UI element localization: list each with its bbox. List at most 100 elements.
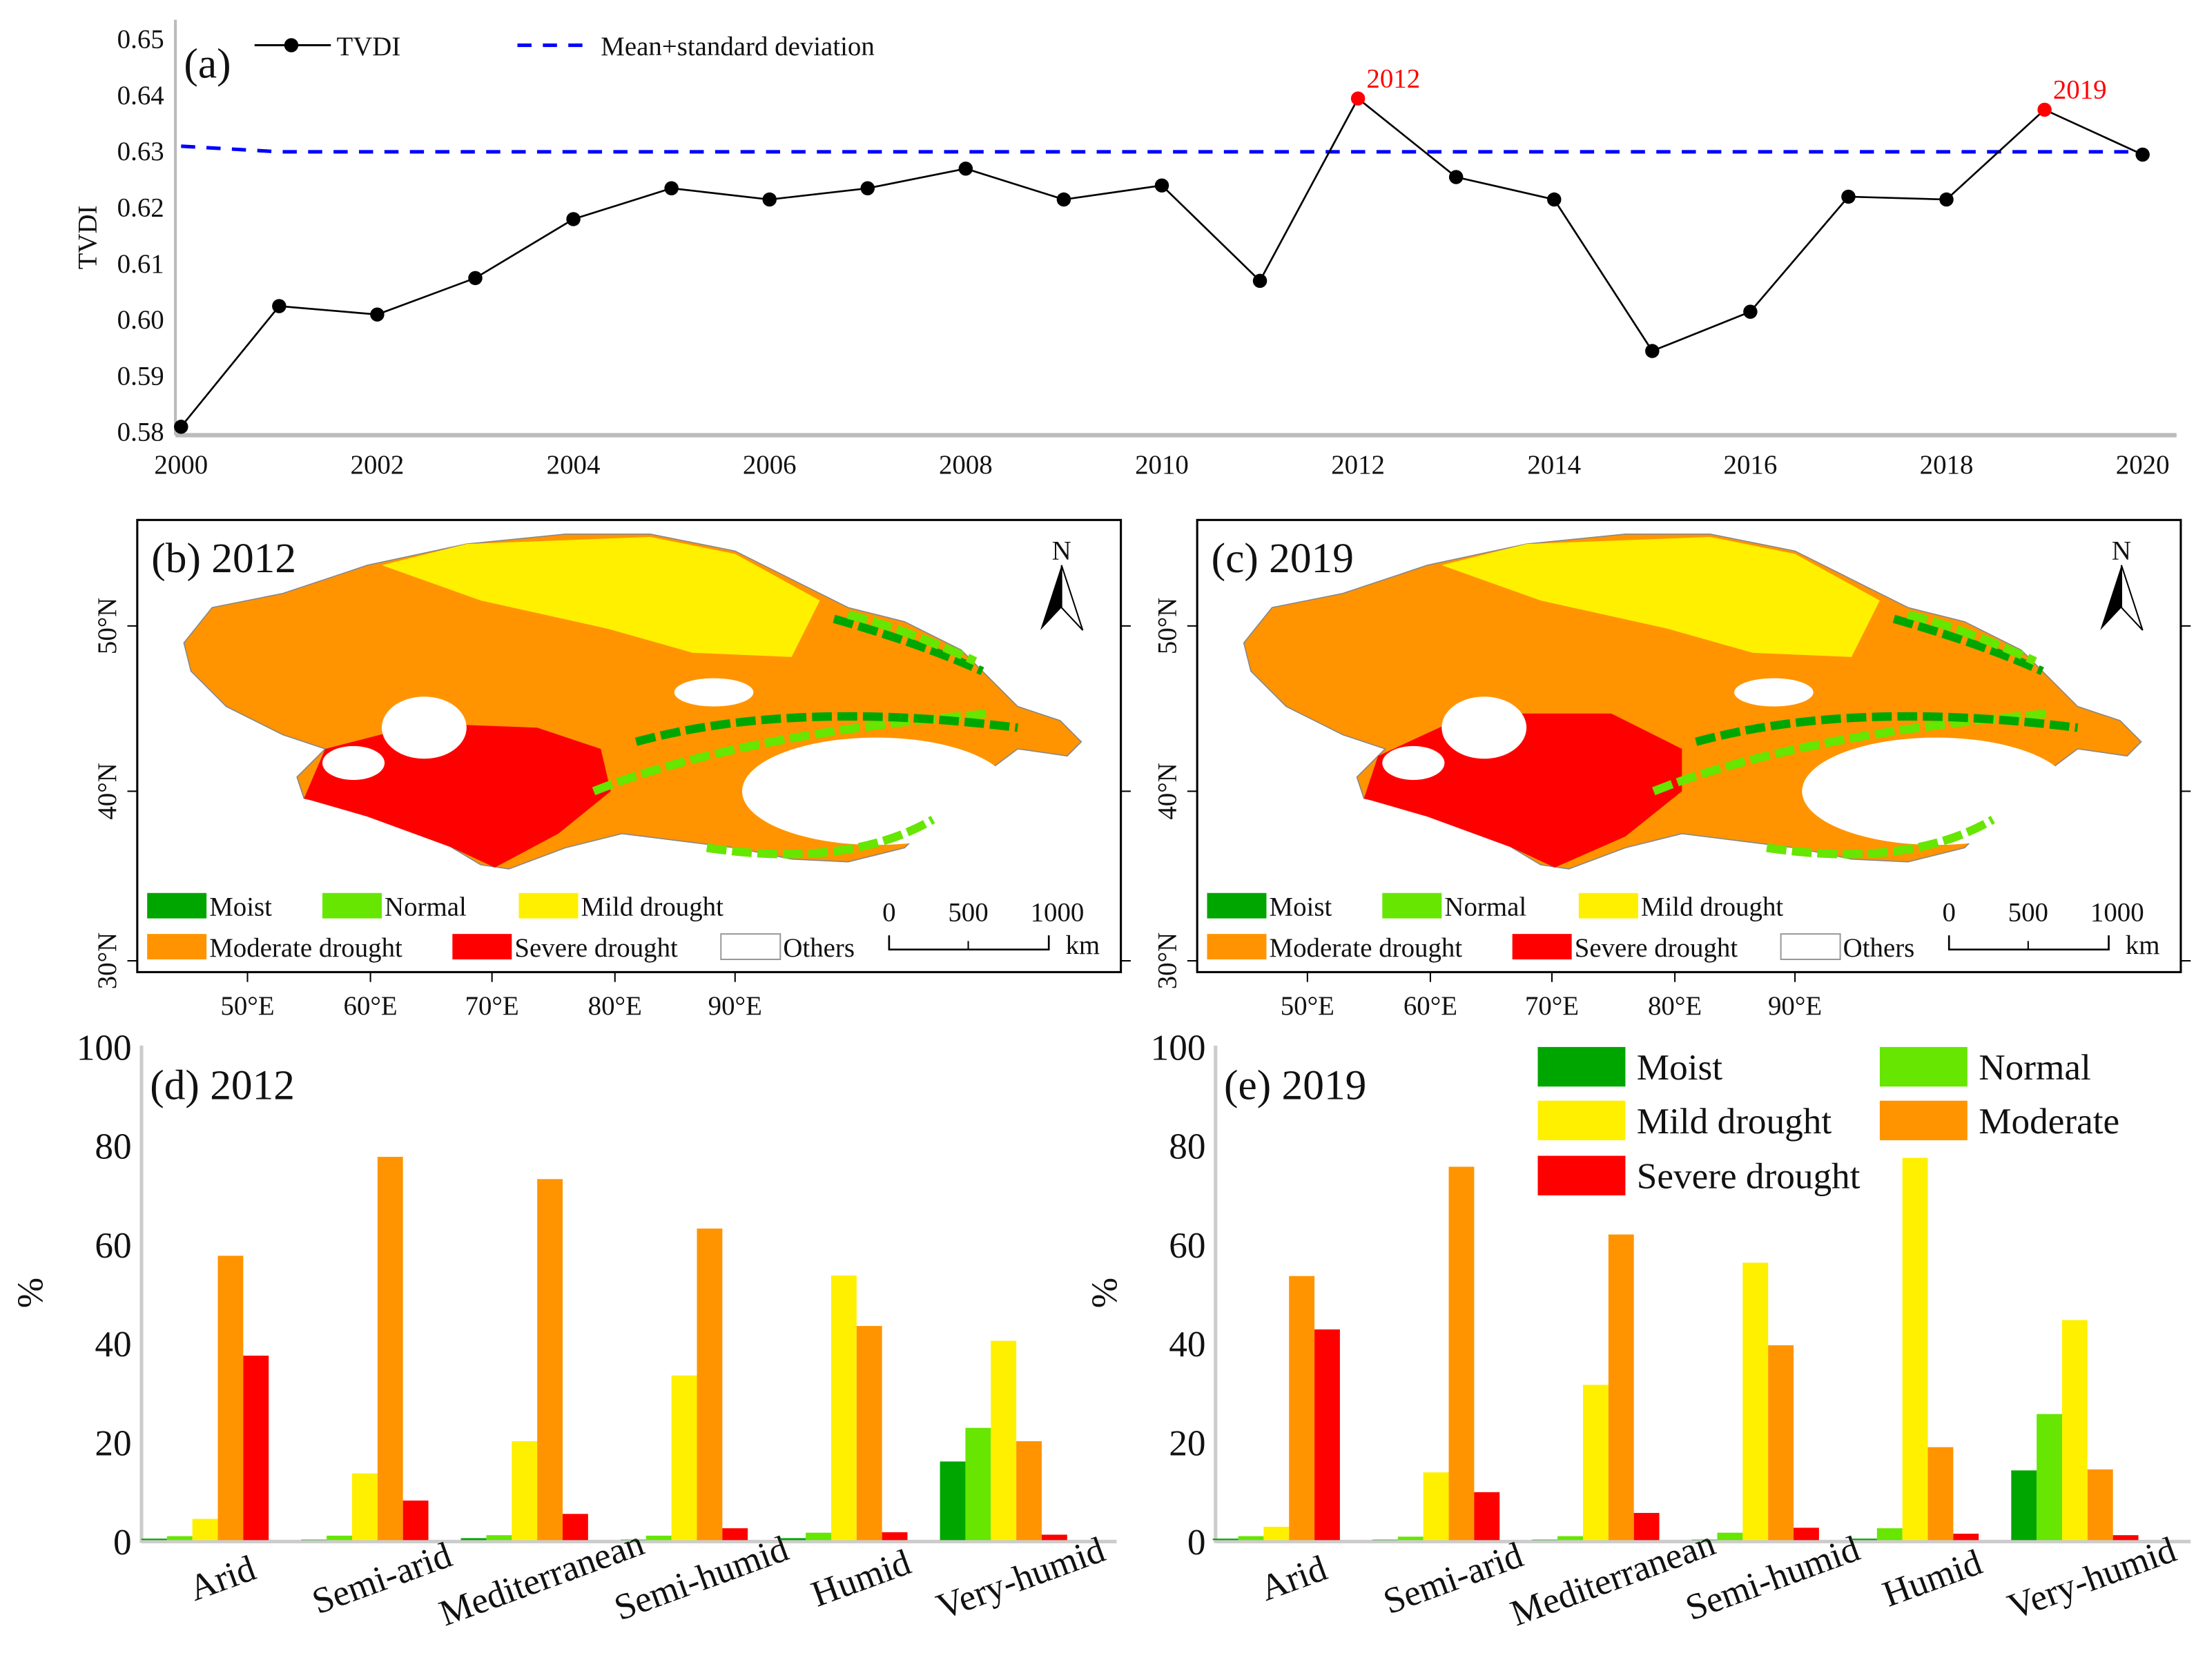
bar-severe-drought	[243, 1356, 269, 1541]
region-moist-normal	[833, 614, 984, 675]
region-others	[381, 696, 467, 759]
region-others	[1734, 678, 1814, 707]
map-panel-b: (b) 2012 N 50°N 40°N 30°N 50°E 60°E 70°E 80°E 90°…	[93, 518, 1131, 1021]
bar-moderate	[217, 1256, 244, 1541]
y-tick-label: 0.58	[117, 418, 164, 447]
tvdi-point	[272, 299, 286, 313]
y-tick-label: 0	[1187, 1522, 1206, 1563]
legend-label: Normal	[1979, 1047, 2091, 1088]
legend-marker	[284, 38, 299, 52]
bar-normal	[645, 1535, 672, 1541]
legend-label: Mild drought	[1641, 892, 1783, 922]
region-moist-normal	[847, 610, 978, 665]
y-tick-label: 80	[95, 1126, 131, 1167]
category-label: Semi-arid	[307, 1534, 456, 1622]
tvdi-line	[180, 97, 2144, 428]
latitude-label: 30°N	[93, 932, 122, 989]
bar-severe-drought	[722, 1528, 748, 1541]
bar-group-humid	[1851, 1158, 1979, 1541]
tvdi-point	[1350, 91, 1366, 106]
longitude-label: 60°E	[1403, 991, 1457, 1021]
legend-swatch	[1207, 892, 1267, 919]
legend-label: Others	[783, 933, 855, 963]
longitude-label: 80°E	[1648, 991, 1702, 1021]
bar-group-semi-arid	[301, 1157, 429, 1541]
region-moist-normal	[634, 712, 1018, 746]
x-tick-label: 2010	[1135, 450, 1189, 480]
x-tick-label: 2018	[1920, 450, 1974, 480]
bar-moist	[1691, 1539, 1718, 1541]
legend-swatch	[1578, 892, 1638, 919]
region-others	[1441, 696, 1527, 759]
bar-moderate	[856, 1326, 882, 1541]
bar-mild-drought	[1263, 1526, 1290, 1541]
legend-swatch	[1512, 934, 1572, 959]
bar-moderate	[1927, 1447, 1954, 1541]
bar-normal	[1717, 1532, 1743, 1541]
y-axis-label: %	[10, 1278, 51, 1308]
bar-severe-drought	[1633, 1512, 1660, 1541]
longitude-label: 60°E	[344, 991, 398, 1021]
bar-mild-drought	[1902, 1158, 1928, 1541]
x-tick-label: 2014	[1527, 450, 1581, 480]
bar-severe-drought	[882, 1532, 908, 1541]
bar-severe-drought	[2112, 1535, 2139, 1541]
bar-moderate	[697, 1228, 723, 1541]
panel-title: (e) 2019	[1224, 1062, 1366, 1109]
latitude-label: 40°N	[93, 763, 122, 820]
tvdi-point	[762, 192, 777, 207]
legend-swatch	[1537, 1155, 1626, 1195]
tvdi-point	[1645, 344, 1660, 358]
map-title: (c) 2019	[1212, 535, 1354, 582]
y-tick-label: 20	[1169, 1423, 1205, 1464]
legend-label: Moist	[1270, 892, 1332, 922]
legend-label: Moderate drought	[1270, 933, 1463, 963]
tvdi-point	[1056, 192, 1071, 207]
bar-group-mediterranean	[1532, 1234, 1660, 1541]
y-tick-label: 0.61	[117, 249, 164, 279]
y-tick-label: 40	[95, 1324, 131, 1365]
region-mild	[1441, 536, 1880, 657]
region-others	[674, 678, 754, 707]
bar-moderate	[2087, 1469, 2113, 1541]
bar-moist	[780, 1538, 806, 1541]
bar-normal	[806, 1532, 831, 1541]
bar-group-humid	[780, 1276, 908, 1541]
x-tick-label: 2016	[1724, 450, 1778, 480]
y-tick-label: 100	[77, 1027, 132, 1068]
bar-moderate	[1448, 1166, 1475, 1541]
tvdi-point	[1743, 304, 1758, 319]
y-tick-label: 100	[1151, 1027, 1206, 1068]
region-severe	[1363, 713, 1682, 868]
legend-label: Others	[1843, 933, 1915, 963]
tvdi-point	[174, 420, 188, 434]
y-tick-label: 0.60	[117, 305, 164, 335]
bar-group-semi-arid	[1372, 1166, 1500, 1541]
north-arrow-icon	[2120, 565, 2144, 631]
bar-mild-drought	[830, 1276, 857, 1541]
bar-severe-drought	[1474, 1492, 1500, 1541]
bar-group-arid	[141, 1256, 269, 1541]
longitude-label: 70°E	[465, 991, 519, 1021]
x-tick-label: 2000	[154, 450, 208, 480]
north-arrow-icon	[1040, 565, 1062, 631]
tvdi-point	[1841, 189, 1856, 204]
bar-moist	[141, 1539, 167, 1541]
legend-label: Normal	[385, 892, 467, 922]
tvdi-point	[958, 162, 973, 176]
bar-normal	[2037, 1414, 2062, 1541]
annotation-label: 2019	[2053, 75, 2107, 105]
y-tick-label: 40	[1169, 1324, 1205, 1365]
tvdi-point	[468, 271, 483, 286]
bar-severe-drought	[402, 1501, 429, 1541]
tvdi-point	[860, 181, 875, 195]
bar-moderate	[1608, 1234, 1634, 1541]
region-moist-normal	[1907, 610, 2037, 665]
panel-title: (d) 2012	[150, 1062, 295, 1109]
bar-group-very-humid	[2011, 1320, 2139, 1541]
map-title: (b) 2012	[151, 535, 296, 582]
legend-swatch	[1382, 892, 1442, 919]
scale-label: 1000	[1031, 898, 1085, 928]
category-label: Arid	[184, 1547, 261, 1609]
